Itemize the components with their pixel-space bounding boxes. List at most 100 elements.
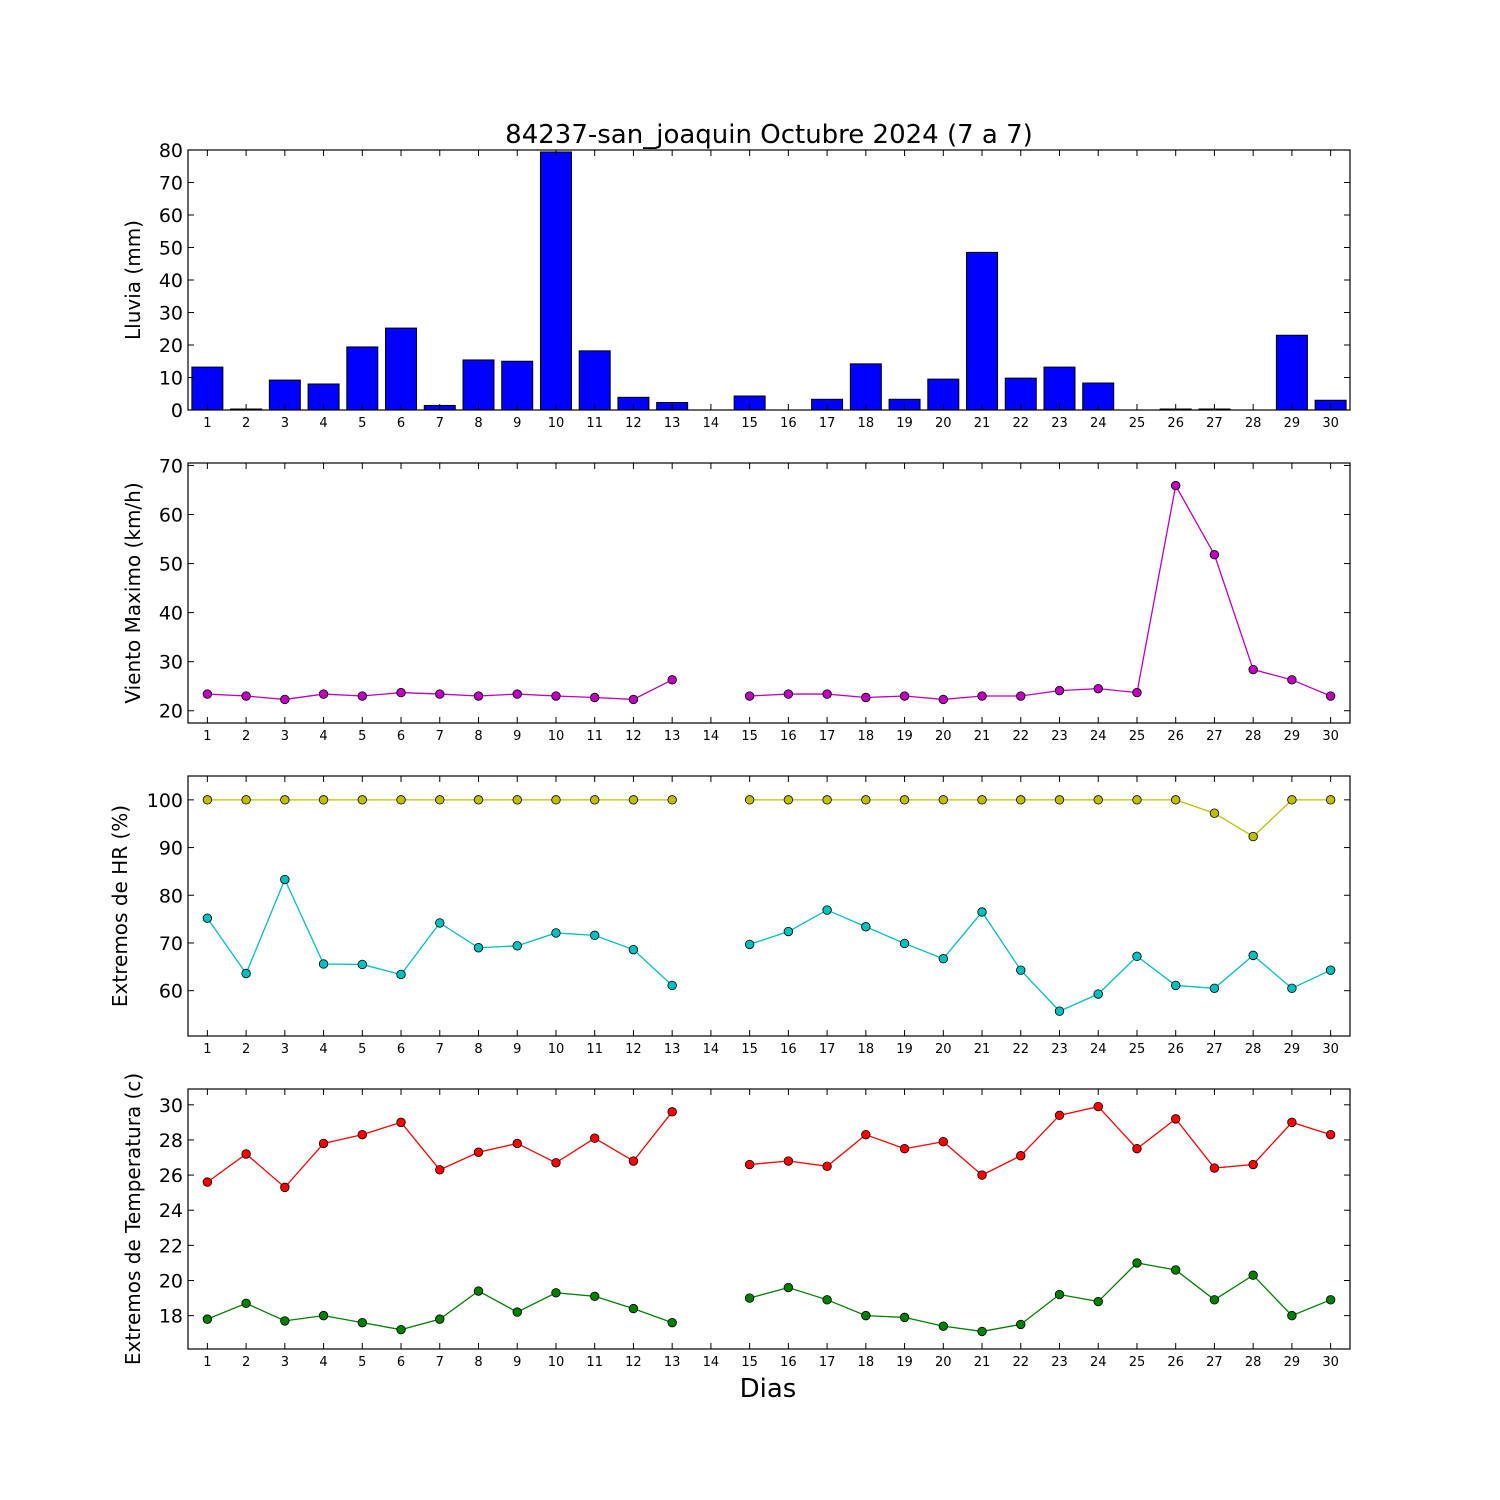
temperature-series-1-point-day-2 xyxy=(241,1149,251,1159)
wind-xtick-label: 5 xyxy=(358,729,366,744)
rain-bar-day-6 xyxy=(385,327,418,411)
humidity-xtick-label: 23 xyxy=(1051,1042,1068,1057)
wind-series-1-point-day-8 xyxy=(473,691,484,701)
temperature-series-2-line xyxy=(207,1290,673,1331)
temperature-xtick-label: 10 xyxy=(548,1355,565,1370)
temperature-series-1-point-day-17 xyxy=(822,1161,832,1171)
temperature-y-axis-label: Extremos de Temperatura (c) xyxy=(121,1073,145,1365)
temperature-xtick-label: 21 xyxy=(974,1355,991,1370)
temperature-xtick-label: 28 xyxy=(1245,1355,1262,1370)
temperature-series-1-point-day-7 xyxy=(435,1165,445,1175)
rain-xtick-label: 20 xyxy=(935,416,952,431)
humidity-series-1-point-day-23 xyxy=(1054,795,1065,805)
humidity-series-2-point-day-22 xyxy=(1016,965,1026,975)
temperature-series-1-point-day-3 xyxy=(280,1182,290,1193)
humidity-xtick-label: 7 xyxy=(436,1042,444,1057)
wind-xtick-label: 1 xyxy=(203,729,211,744)
humidity-xtick-label: 18 xyxy=(858,1042,875,1057)
temperature-series-2-line xyxy=(749,1262,1331,1333)
rain-ytick-label: 0 xyxy=(171,400,183,422)
temperature-series-2-point-day-27 xyxy=(1209,1295,1220,1305)
rain-xtick-label: 15 xyxy=(741,416,758,431)
temperature-xtick-label: 18 xyxy=(858,1355,875,1370)
wind-ytick-label: 40 xyxy=(159,603,183,625)
humidity-xtick-label: 30 xyxy=(1322,1042,1339,1057)
rain-bar-day-23 xyxy=(1043,366,1076,411)
humidity-series-1-point-day-18 xyxy=(861,795,871,805)
humidity-series-1-point-day-6 xyxy=(396,795,406,805)
wind-series-1-point-day-16 xyxy=(783,689,794,699)
rain-xtick-label: 6 xyxy=(397,416,405,431)
temperature-series-2-point-day-9 xyxy=(512,1307,522,1317)
humidity-xtick-label: 29 xyxy=(1284,1042,1301,1057)
humidity-xtick-label: 8 xyxy=(474,1042,482,1057)
rain-ytick-label: 40 xyxy=(159,270,183,292)
rain-xtick-label: 18 xyxy=(858,416,875,431)
humidity-series-1-point-day-3 xyxy=(280,795,290,805)
humidity-ytick-label: 60 xyxy=(159,981,183,1003)
wind-xtick-label: 21 xyxy=(974,729,991,744)
rain-ytick-label: 50 xyxy=(159,238,183,260)
humidity-xtick-label: 15 xyxy=(741,1042,758,1057)
rain-xtick-label: 1 xyxy=(203,416,211,431)
humidity-series-2-point-day-8 xyxy=(473,943,484,953)
temperature-series-1-point-day-26 xyxy=(1170,1114,1181,1124)
humidity-series-1-point-day-24 xyxy=(1093,795,1103,805)
temperature-series-1-point-day-20 xyxy=(938,1137,949,1147)
temperature-ytick-label: 24 xyxy=(159,1200,183,1222)
wind-series-1-point-day-2 xyxy=(241,691,251,701)
temperature-series-2-point-day-8 xyxy=(473,1286,484,1296)
rain-xtick-label: 9 xyxy=(513,416,521,431)
rain-xtick-label: 19 xyxy=(896,416,913,431)
rain-xtick-label: 30 xyxy=(1322,416,1339,431)
wind-xtick-label: 6 xyxy=(397,729,405,744)
humidity-xtick-label: 3 xyxy=(281,1042,289,1057)
wind-ytick-label: 50 xyxy=(159,554,183,576)
temperature-ytick-label: 28 xyxy=(159,1130,183,1152)
temperature-ytick-label: 26 xyxy=(159,1165,183,1187)
rain-xtick-label: 7 xyxy=(436,416,444,431)
temperature-series-1-point-day-4 xyxy=(318,1138,329,1149)
temperature-series-2-point-day-24 xyxy=(1093,1296,1103,1307)
wind-xtick-label: 20 xyxy=(935,729,952,744)
rain-y-axis-label: Lluvia (mm) xyxy=(121,220,145,340)
wind-xtick-label: 11 xyxy=(586,729,603,744)
wind-series-1-point-day-27 xyxy=(1209,550,1220,560)
wind-series-1-point-day-9 xyxy=(512,689,522,699)
chart-title: 84237-san_joaquin Octubre 2024 (7 a 7) xyxy=(505,120,1033,150)
humidity-series-2-point-day-28 xyxy=(1248,950,1258,961)
temperature-series-2-point-day-26 xyxy=(1170,1265,1181,1275)
temperature-series-2-point-day-7 xyxy=(435,1314,445,1324)
wind-y-axis-label: Viento Maximo (km/h) xyxy=(121,482,145,703)
humidity-series-2-point-day-16 xyxy=(783,926,794,937)
rain-bar-day-21 xyxy=(966,251,999,411)
humidity-series-1-point-day-16 xyxy=(783,795,794,805)
humidity-series-2-point-day-5 xyxy=(357,959,368,970)
temperature-series-2-point-day-12 xyxy=(628,1303,639,1314)
temperature-series-1-line xyxy=(749,1105,1331,1176)
temperature-xtick-label: 30 xyxy=(1322,1355,1339,1370)
humidity-xtick-label: 17 xyxy=(819,1042,836,1057)
temperature-series-1-point-day-27 xyxy=(1209,1163,1220,1173)
temperature-xtick-label: 22 xyxy=(1012,1355,1029,1370)
rain-bar-day-18 xyxy=(849,363,882,411)
humidity-series-1-point-day-9 xyxy=(512,795,522,805)
humidity-series-2-point-day-15 xyxy=(744,939,755,950)
humidity-xtick-label: 27 xyxy=(1206,1042,1223,1057)
temperature-series-2-point-day-25 xyxy=(1132,1258,1142,1268)
wind-series-1-point-day-28 xyxy=(1248,664,1258,675)
wind-xtick-label: 30 xyxy=(1322,729,1339,744)
temperature-series-2-point-day-10 xyxy=(551,1288,561,1298)
rain-ytick-label: 30 xyxy=(159,303,183,325)
temperature-xtick-label: 3 xyxy=(281,1355,289,1370)
humidity-series-2-point-day-12 xyxy=(628,944,639,955)
humidity-series-2-point-day-24 xyxy=(1093,989,1103,999)
wind-series-1-point-day-25 xyxy=(1132,687,1142,698)
humidity-xtick-label: 2 xyxy=(242,1042,250,1057)
humidity-series-1-point-day-17 xyxy=(822,795,832,805)
rain-xtick-label: 29 xyxy=(1284,416,1301,431)
humidity-series-2-point-day-19 xyxy=(899,938,910,949)
rain-bar-day-8 xyxy=(462,359,495,411)
rain-xtick-label: 10 xyxy=(548,416,565,431)
